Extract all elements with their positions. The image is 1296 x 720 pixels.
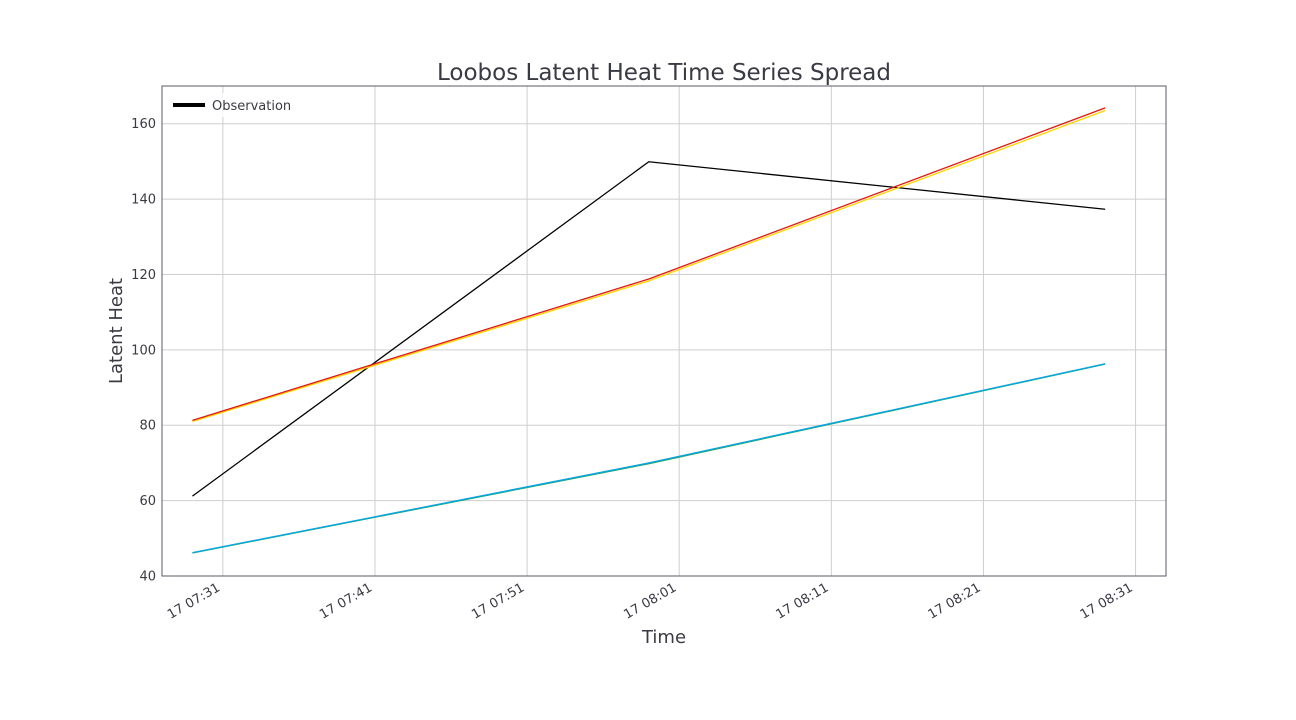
x-axis-ticks: 17 07:31 17 07:41 17 07:51 17 08:01 17 08:11… xyxy=(165,580,1136,622)
chart-title: Loobos Latent Heat Time Series Spread xyxy=(437,60,891,86)
x-tick-label: 17 07:41 xyxy=(317,580,375,622)
legend-label-observation: Observation xyxy=(212,99,291,114)
grid xyxy=(162,86,1166,576)
x-tick-label: 17 08:21 xyxy=(926,580,984,622)
legend: Observation xyxy=(167,93,301,117)
plot-frame xyxy=(161,85,1167,577)
y-axis-ticks: 40 60 80 100 120 140 160 xyxy=(131,117,156,584)
series-line-0 xyxy=(192,161,1106,497)
y-tick-label: 60 xyxy=(139,494,156,509)
y-tick-label: 80 xyxy=(139,419,156,434)
y-tick-label: 120 xyxy=(131,268,156,283)
y-axis-label: Latent Heat xyxy=(106,278,127,384)
series-line-1 xyxy=(192,109,1106,423)
y-tick-label: 40 xyxy=(139,570,156,585)
y-tick-label: 100 xyxy=(131,343,156,358)
x-tick-label: 17 08:01 xyxy=(621,580,679,622)
series-line-3 xyxy=(192,363,1106,554)
x-tick-label: 17 07:31 xyxy=(165,580,223,622)
x-tick-label: 17 08:11 xyxy=(773,580,831,622)
x-tick-label: 17 08:31 xyxy=(1078,580,1136,622)
y-tick-label: 160 xyxy=(131,117,156,132)
x-tick-label: 17 07:51 xyxy=(469,580,527,622)
x-axis-label: Time xyxy=(641,627,686,648)
series-line-2 xyxy=(192,107,1106,421)
series-line-4 xyxy=(192,363,1106,554)
y-tick-label: 140 xyxy=(131,193,156,208)
series-lines xyxy=(192,107,1106,554)
